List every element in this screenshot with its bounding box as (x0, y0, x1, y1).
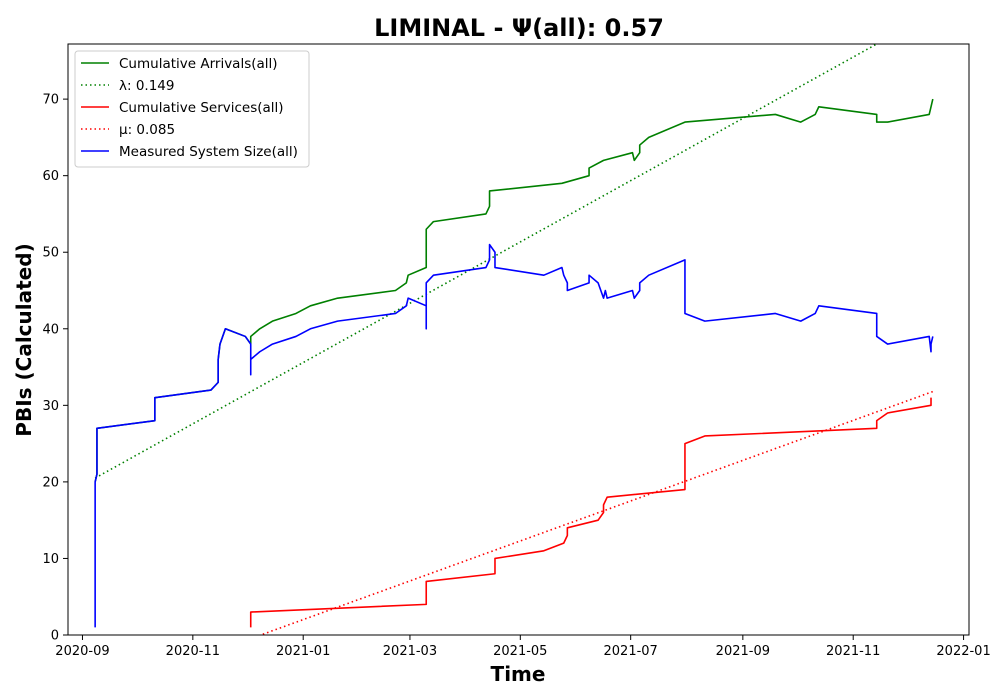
x-tick-label: 2022-01 (936, 644, 990, 659)
series-line-4 (258, 390, 934, 635)
series-line-3 (249, 397, 932, 628)
legend: Cumulative Arrivals(all) λ: 0.149 Cumulati… (74, 50, 310, 168)
legend-label-2: λ: 0.149 (119, 78, 174, 94)
x-tick-label: 2021-11 (826, 644, 880, 659)
x-tick-label: 2021-05 (493, 644, 547, 659)
y-tick-label: 70 (42, 93, 59, 108)
legend-label-3: Cumulative Services(all) (119, 100, 284, 116)
x-tick-label: 2021-01 (276, 644, 330, 659)
x-tick-label: 2021-09 (716, 644, 770, 659)
legend-label-4: μ: 0.085 (119, 122, 175, 138)
legend-box (74, 50, 310, 168)
plot-area (94, 44, 934, 635)
legend-label-1: Cumulative Arrivals(all) (119, 56, 278, 72)
x-tick-label: 2020-11 (166, 644, 220, 659)
y-tick-label: 30 (42, 399, 59, 414)
y-tick-label: 50 (42, 246, 59, 261)
legend-label-5: Measured System Size(all) (119, 144, 298, 160)
y-axis-title: PBIs (Calculated) (12, 243, 36, 436)
series-line-5 (94, 243, 934, 628)
y-tick-label: 60 (42, 169, 59, 184)
y-tick-label: 20 (42, 475, 59, 490)
x-tick-label: 2021-07 (604, 644, 658, 659)
x-tick-label: 2020-09 (55, 644, 109, 659)
x-axis-title: Time (491, 662, 546, 686)
x-axis: 2020-09 2020-11 2021-01 2021-03 2021-05 2021-… (55, 635, 991, 659)
y-tick-label: 40 (42, 322, 59, 337)
y-tick-label: 0 (51, 629, 59, 644)
y-tick-label: 10 (42, 552, 59, 567)
series-line-2 (94, 44, 878, 479)
y-axis: 0 10 20 30 40 50 60 70 (42, 93, 68, 644)
chart-title: LIMINAL - Ψ(all): 0.57 (374, 14, 664, 42)
plot-frame (67, 43, 970, 636)
x-tick-label: 2021-03 (383, 644, 437, 659)
